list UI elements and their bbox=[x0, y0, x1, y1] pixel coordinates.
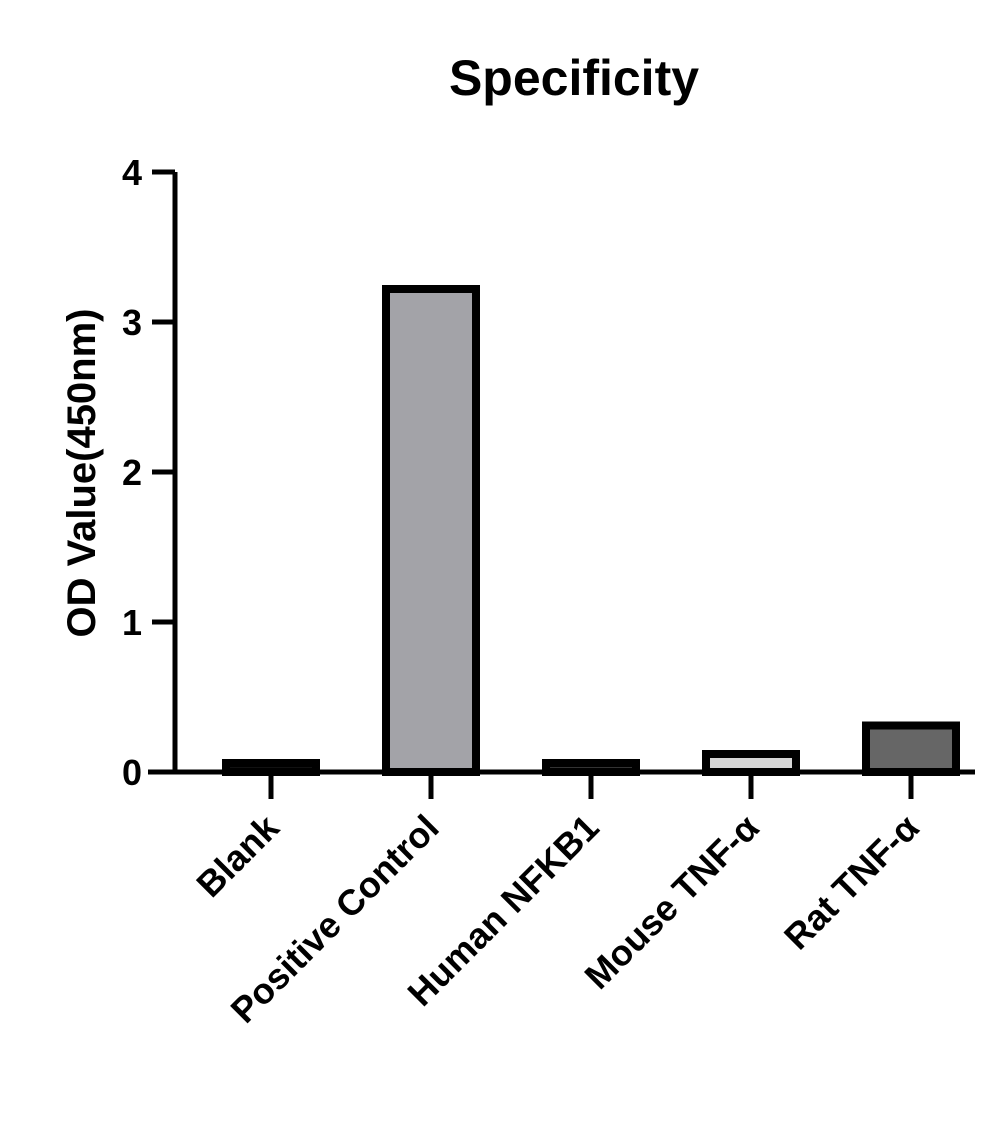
bar bbox=[702, 750, 800, 776]
bar bbox=[382, 285, 480, 776]
y-axis: 0 1 2 3 4 bbox=[122, 152, 175, 793]
chart-title: Specificity bbox=[449, 50, 699, 106]
y-axis-label: OD Value(450nm) bbox=[60, 308, 104, 637]
y-tick-label: 3 bbox=[122, 302, 142, 343]
y-tick-label: 4 bbox=[122, 152, 142, 193]
x-tick-label: Rat TNF-α bbox=[776, 807, 927, 958]
y-tick-label: 0 bbox=[122, 752, 142, 793]
y-tick-label: 1 bbox=[122, 602, 142, 643]
bar bbox=[862, 721, 960, 776]
y-tick-label: 2 bbox=[122, 452, 142, 493]
x-tick-label: Blank bbox=[188, 806, 287, 905]
bar-group bbox=[222, 285, 960, 776]
